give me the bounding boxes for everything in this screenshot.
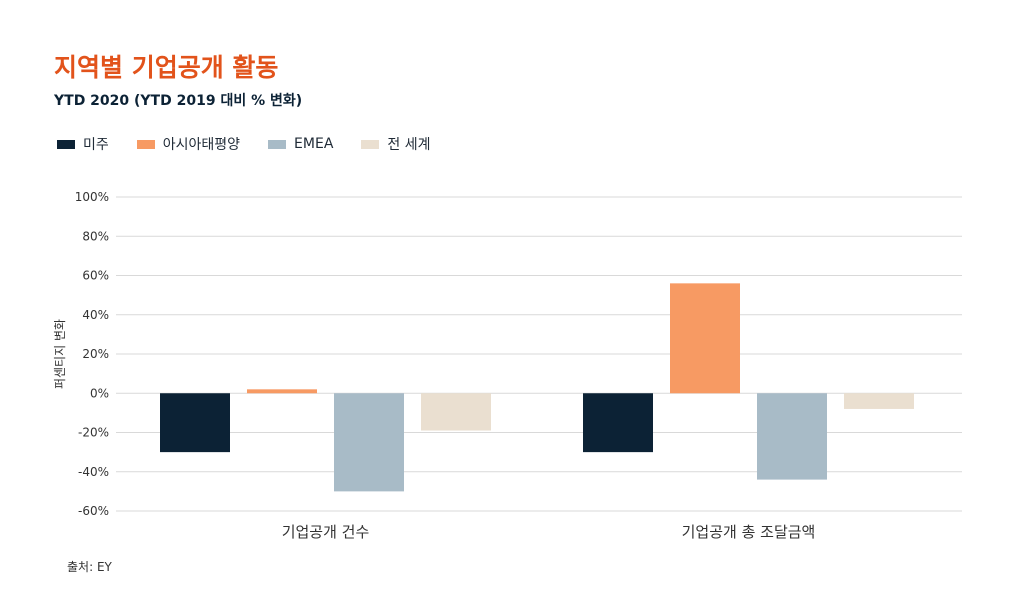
bar-emea-2	[757, 393, 827, 480]
y-tick-label: -20%	[78, 426, 109, 440]
bar-global-2	[844, 393, 914, 409]
legend-item-americas: 미주	[57, 134, 109, 154]
chart-subtitle: YTD 2020 (YTD 2019 대비 % 변화)	[54, 93, 303, 109]
bar-americas-2	[583, 393, 653, 453]
y-tick-label: 20%	[82, 347, 109, 361]
legend-item-emea: EMEA	[268, 136, 333, 152]
bar-asia-pacific-2	[670, 283, 740, 394]
legend-item-global: 전 세계	[361, 134, 431, 154]
bar-emea-1	[334, 393, 404, 492]
legend-label-americas: 미주	[83, 137, 109, 153]
y-tick-label: 100%	[75, 190, 109, 204]
legend-label-emea: EMEA	[294, 136, 334, 152]
legend-swatch-global	[361, 139, 380, 149]
source-note: 출처: EY	[67, 560, 112, 574]
y-tick-label: -40%	[78, 465, 109, 479]
category-label: 기업공개 총 조달금액	[682, 523, 816, 541]
bar-global-1	[421, 393, 491, 431]
legend-item-asia-pacific: 아시아태평양	[136, 134, 241, 154]
y-tick-label: 80%	[82, 229, 109, 243]
y-tick-label: 60%	[82, 269, 109, 283]
y-tick-label: 40%	[82, 308, 109, 322]
legend-label-asia-pacific: 아시아태평양	[162, 137, 241, 153]
category-label: 기업공개 건수	[282, 523, 370, 541]
y-axis-label: 퍼센티지 변화	[53, 319, 67, 389]
legend-label-global: 전 세계	[387, 137, 431, 153]
y-tick-label: -60%	[78, 504, 109, 518]
y-tick-label: 0%	[90, 386, 109, 400]
bar-americas-1	[160, 393, 230, 453]
bar-asia-pacific-1	[247, 389, 317, 394]
chart-title: 지역별 기업공개 활동	[54, 53, 279, 82]
legend-swatch-asia-pacific	[136, 139, 155, 149]
legend-swatch-americas	[57, 139, 75, 149]
chart-legend: 미주 아시아태평양 EMEA 전 세계	[57, 134, 459, 154]
legend-swatch-emea	[268, 139, 287, 149]
